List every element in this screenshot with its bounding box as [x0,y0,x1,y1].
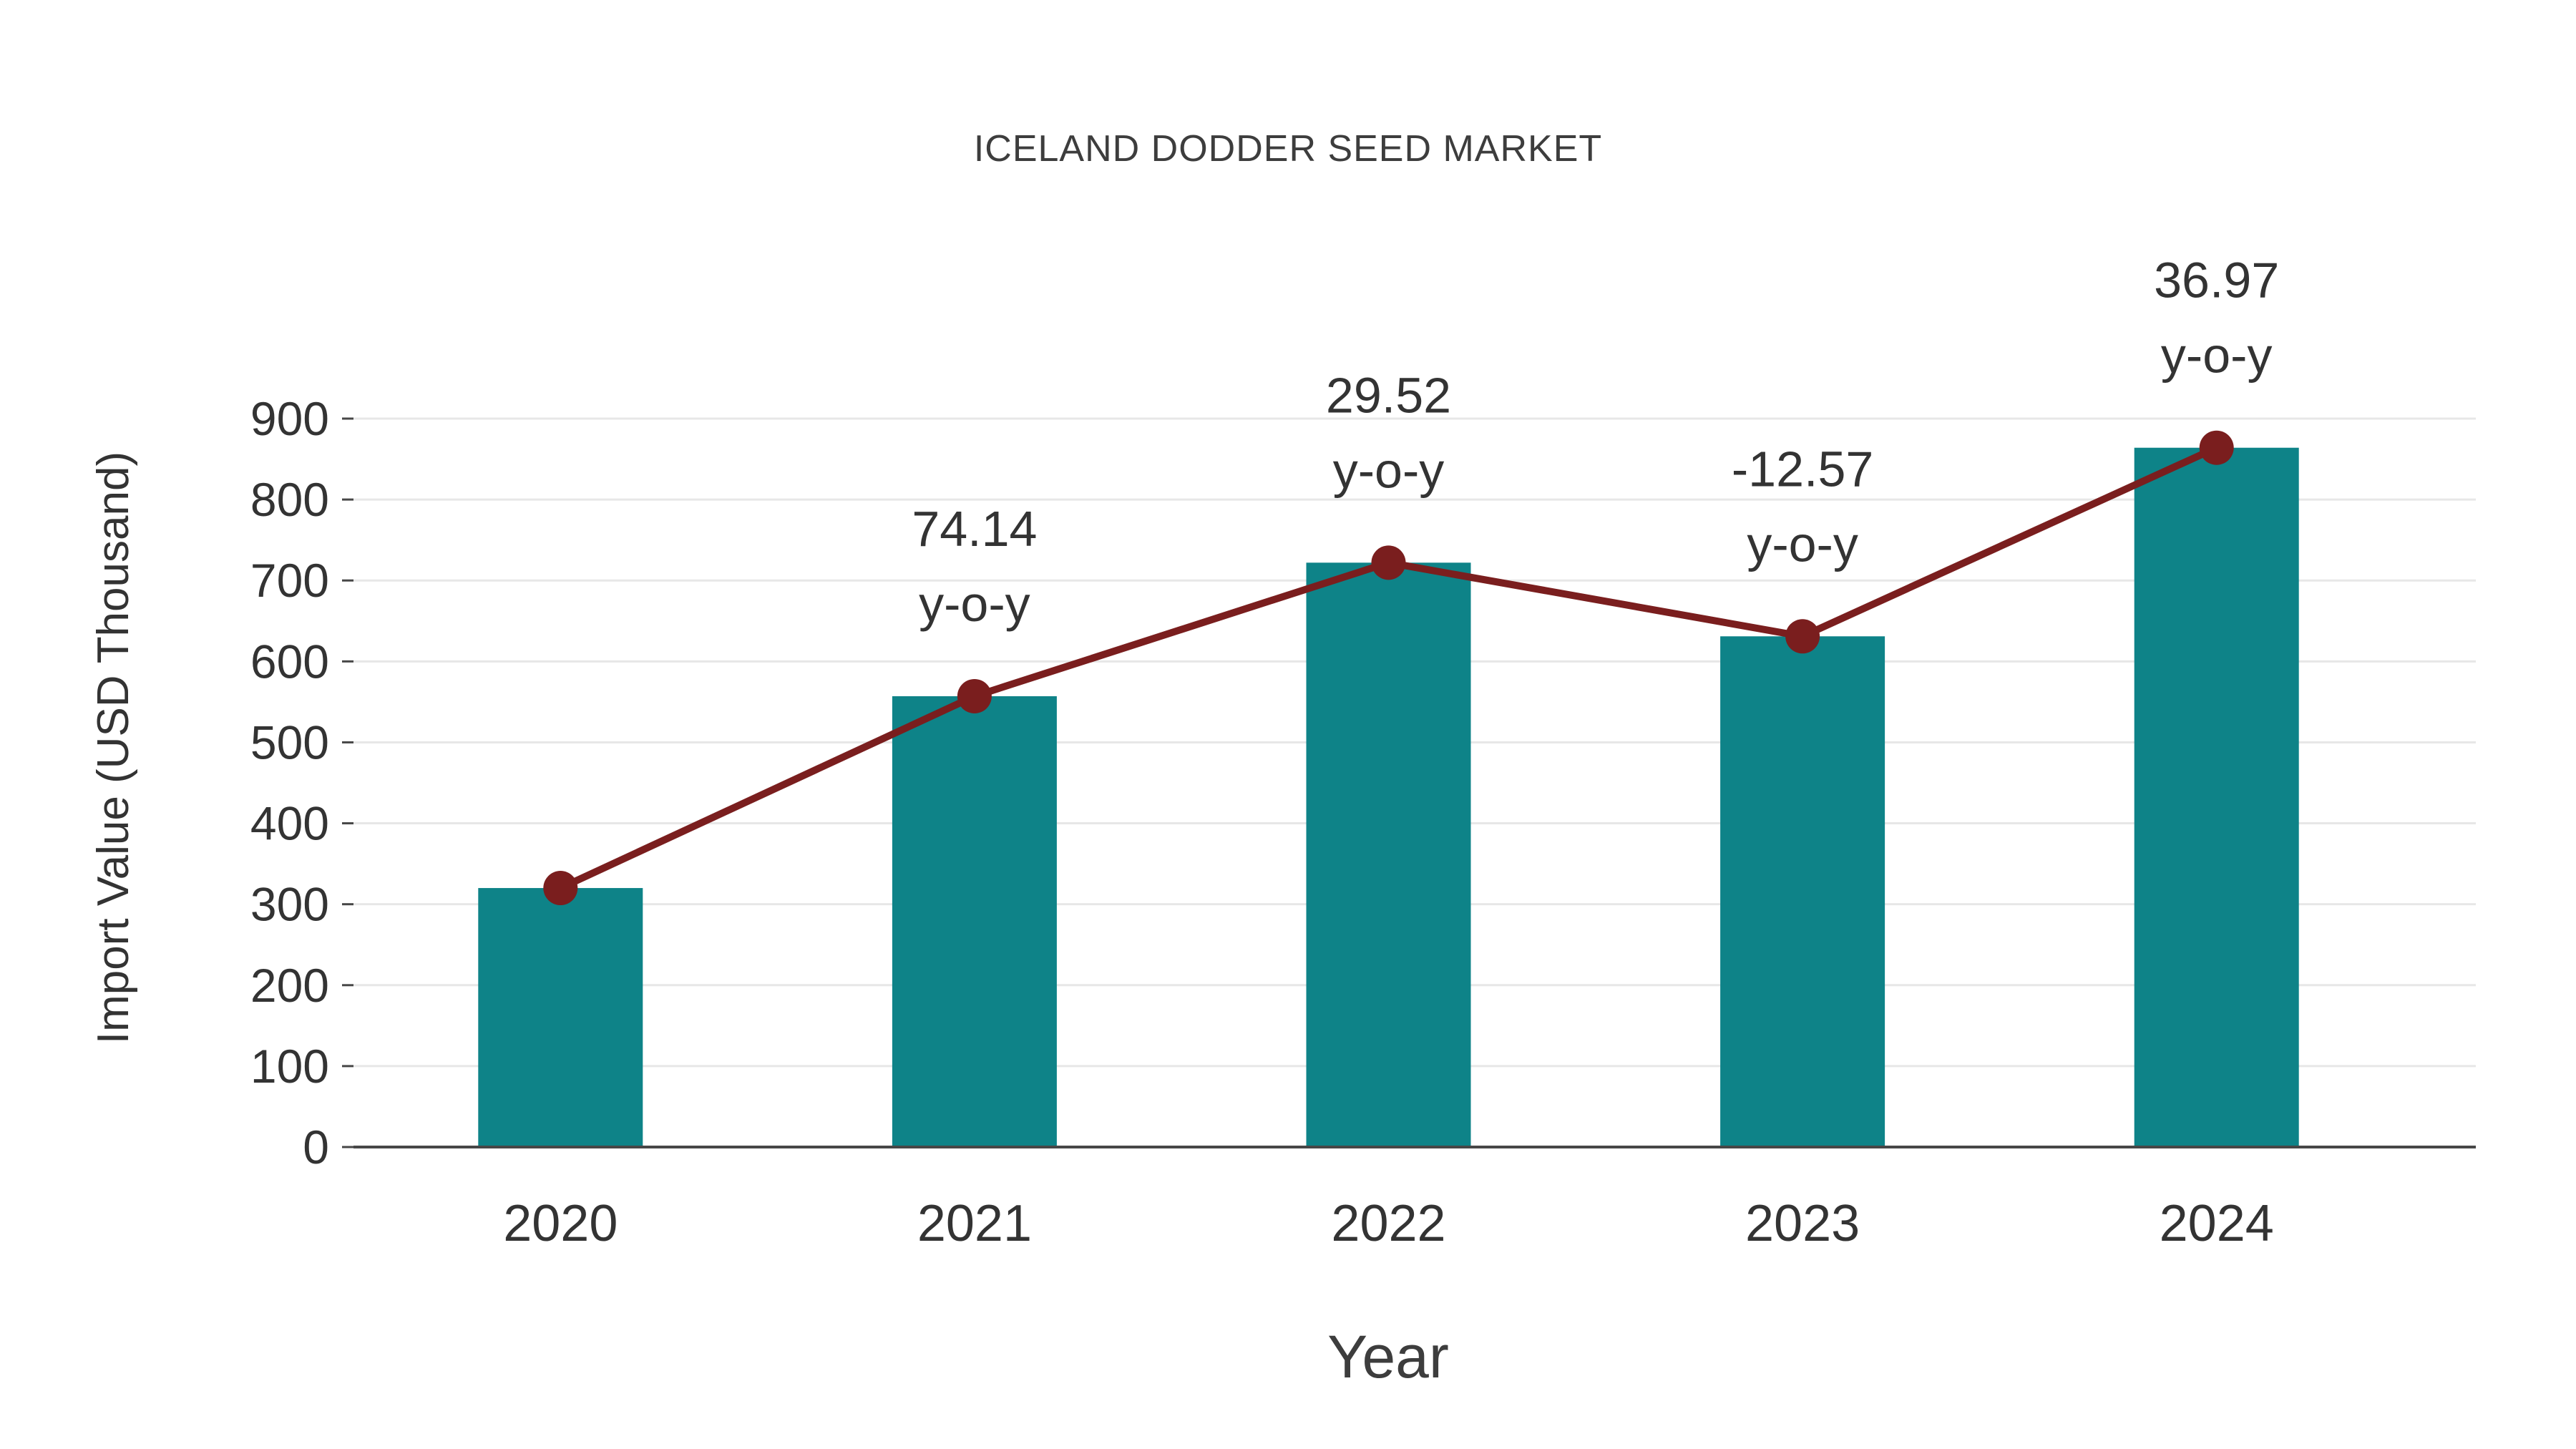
y-tick-label-700: 700 [250,554,329,607]
bar-2023 [1720,636,1885,1147]
annotation-suffix-2023: y-o-y [1747,516,1858,572]
y-tick-label-300: 300 [250,878,329,931]
x-tick-label-2020: 2020 [503,1195,618,1252]
annotations-layer: 74.14 y-o-y 29.52 y-o-y -12.57 y-o-y 36.97 y-o-… [912,253,2279,632]
annotation-value-2023: -12.57 [1732,441,1873,497]
y-tick-label-800: 800 [250,473,329,526]
axes-layer: 0 100 200 300 400 500 600 700 800 900 2020 2021 2022… [250,392,2476,1252]
annotation-suffix-2021: y-o-y [919,576,1030,632]
line-marker-2024 [2199,430,2234,465]
line-marker-2021 [957,678,992,713]
x-tick-label-2021: 2021 [917,1195,1032,1252]
y-axis-title: Import Value (USD Thousand) [89,452,138,1044]
bar-2022 [1306,562,1471,1147]
y-tick-label-200: 200 [250,959,329,1012]
bar-2024 [2134,447,2299,1147]
annotation-value-2024: 36.97 [2154,253,2279,308]
y-tick-label-900: 900 [250,392,329,445]
x-tick-label-2024: 2024 [2160,1195,2274,1252]
chart-title: ICELAND DODDER SEED MARKET [974,128,1602,170]
x-tick-label-2023: 2023 [1745,1195,1860,1252]
trend-line-layer [543,430,2234,906]
bars-layer [478,447,2299,1147]
x-axis-title: Year [1327,1323,1449,1390]
bar-2021 [892,696,1057,1147]
x-tick-label-2022: 2022 [1331,1195,1445,1252]
y-tick-label-600: 600 [250,635,329,688]
annotation-value-2022: 29.52 [1326,367,1451,423]
annotation-suffix-2022: y-o-y [1333,442,1445,498]
y-tick-label-0: 0 [303,1121,329,1174]
y-tick-label-400: 400 [250,797,329,850]
annotation-suffix-2024: y-o-y [2161,328,2273,384]
line-marker-2022 [1371,545,1406,580]
y-tick-label-500: 500 [250,716,329,769]
line-marker-2020 [543,871,578,906]
line-marker-2023 [1785,619,1820,654]
y-tick-label-100: 100 [250,1040,329,1093]
bar-2020 [478,888,643,1147]
annotation-value-2021: 74.14 [912,501,1037,557]
